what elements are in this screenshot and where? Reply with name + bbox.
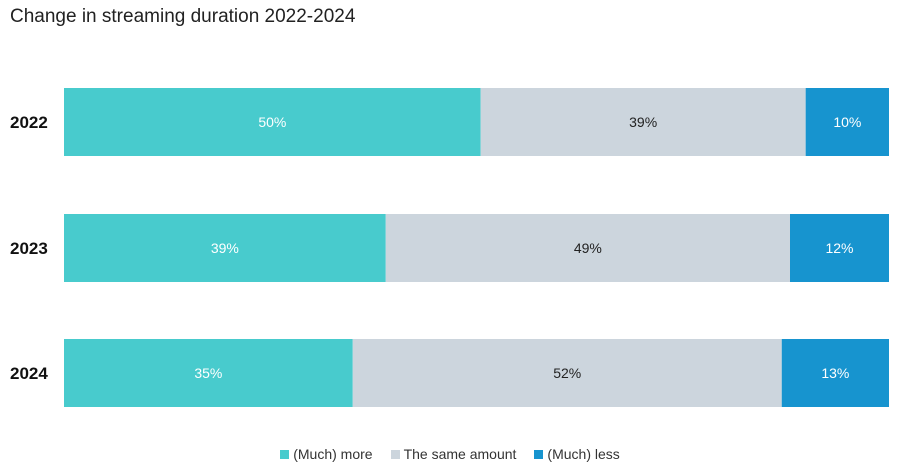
bar-segment-much-more-2023 [64, 214, 386, 282]
data-label-much-more-2023: 39% [211, 240, 239, 256]
legend-swatch-much-less [534, 449, 544, 459]
data-label-the-same-amount-2022: 39% [629, 114, 657, 130]
legend-item-much-less: (Much) less [534, 446, 620, 462]
legend-swatch-much-more [280, 449, 290, 459]
bar-segment-the-same-amount-2023 [385, 214, 790, 282]
bar-segment-much-less-2022 [805, 88, 889, 156]
category-label-2022: 2022 [10, 113, 48, 132]
legend-label-same-amount: The same amount [403, 446, 517, 462]
legend-swatch-same-amount [390, 449, 400, 459]
data-label-much-more-2022: 50% [258, 114, 286, 130]
data-label-much-less-2022: 10% [833, 114, 861, 130]
legend-label-much-more: (Much) more [293, 446, 373, 462]
bar-segment-the-same-amount-2024 [352, 339, 782, 407]
bar-segment-much-less-2024 [781, 339, 889, 407]
data-label-much-less-2024: 13% [821, 365, 849, 381]
data-label-the-same-amount-2024: 52% [553, 365, 581, 381]
legend-item-same-amount: The same amount [390, 446, 517, 462]
legend-label-much-less: (Much) less [547, 446, 620, 462]
category-label-2023: 2023 [10, 239, 48, 258]
bar-segment-much-less-2023 [790, 214, 889, 282]
chart-title: Change in streaming duration 2022-2024 [10, 6, 356, 27]
stacked-bar-chart: 2022 50% 39% 10% 2023 39% 49% 12% 2024 35% 52% 13% [10, 88, 889, 407]
category-label-2024: 2024 [10, 364, 48, 383]
chart-legend: (Much) more The same amount (Much) less [0, 446, 900, 462]
bar-segment-much-more-2022 [64, 88, 481, 156]
bar-segment-much-more-2024 [64, 339, 353, 407]
data-label-the-same-amount-2023: 49% [574, 240, 602, 256]
data-label-much-more-2024: 35% [194, 365, 222, 381]
data-label-much-less-2023: 12% [825, 240, 853, 256]
bar-segment-the-same-amount-2022 [480, 88, 806, 156]
legend-item-much-more: (Much) more [280, 446, 373, 462]
